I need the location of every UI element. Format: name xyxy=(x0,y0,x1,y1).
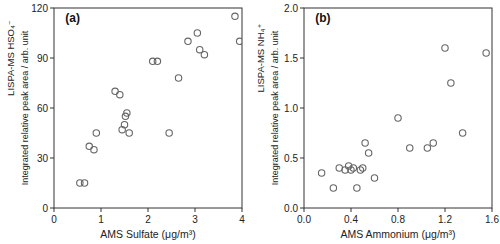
scatter-point xyxy=(442,45,448,51)
scatter-point xyxy=(330,185,336,191)
y-tick-label: 0 xyxy=(42,203,48,214)
x-tick-label: 1.6 xyxy=(485,214,499,225)
x-tick-label: 4 xyxy=(239,214,245,225)
panel: 0.0 0.4 0.8 1.2 1.6 0.0 0.5 1.0 1.5 2.0 AMS Ammoni… xyxy=(255,3,500,241)
scatter-point xyxy=(126,130,132,136)
x-tick-label: 0.4 xyxy=(344,214,358,225)
scatter-point xyxy=(407,145,413,151)
plot-frame xyxy=(304,8,492,208)
chart-root: 0 1 2 3 4 0 30 60 90 120 AMS Sulfate (μg/m³) Integr… xyxy=(0,0,500,244)
scatter-point xyxy=(448,80,454,86)
scatter-point xyxy=(371,175,377,181)
scatter-point xyxy=(154,58,160,64)
x-tick xyxy=(242,208,243,212)
scatter-point xyxy=(232,13,238,19)
y-tick-label: 1.5 xyxy=(284,53,298,64)
y-tick-label: 1.0 xyxy=(284,103,298,114)
y-axis-label: Integrated relative peak area / arb. uni… xyxy=(270,30,280,185)
scatter-point xyxy=(185,38,191,44)
y-tick xyxy=(300,58,304,59)
scatter-point xyxy=(194,30,200,36)
scatter-point xyxy=(166,130,172,136)
y-tick xyxy=(300,8,304,9)
scatter-point xyxy=(395,115,401,121)
x-tick xyxy=(148,208,149,212)
y-tick xyxy=(50,108,54,109)
panel: 0 1 2 3 4 0 30 60 90 120 AMS Sulfate (μg/m³) Integr… xyxy=(5,3,246,241)
scatter-point xyxy=(201,51,207,57)
y-tick-label: 120 xyxy=(31,3,48,14)
y-tick-label: 90 xyxy=(37,53,49,64)
y-tick xyxy=(300,158,304,159)
x-tick xyxy=(398,208,399,212)
points xyxy=(318,45,489,191)
scatter-point xyxy=(354,185,360,191)
scatter-point xyxy=(91,146,97,152)
scatter-point xyxy=(360,165,366,171)
scatter-point xyxy=(350,165,356,171)
x-tick-label: 0 xyxy=(51,214,57,225)
x-axis-label: AMS Ammonium (μg/m³) xyxy=(340,228,455,240)
scatter-point xyxy=(121,121,127,127)
scatter-point xyxy=(236,38,242,44)
y-tick-label: 30 xyxy=(37,153,49,164)
y-tick-label: 60 xyxy=(37,103,49,114)
scatter-point xyxy=(483,50,489,56)
scatter-point xyxy=(362,140,368,146)
scatter-point xyxy=(93,130,99,136)
y-tick xyxy=(300,208,304,209)
x-tick xyxy=(304,208,305,212)
y-tick-label: 0.0 xyxy=(284,203,298,214)
x-tick-label: 1 xyxy=(98,214,104,225)
scatter-point xyxy=(365,150,371,156)
y-tick xyxy=(50,158,54,159)
y-tick xyxy=(50,58,54,59)
y-axis-species-label: LISPA-MS HSO₄⁻ xyxy=(5,20,16,96)
y-axis-species-label: LISPA-MS NH₄⁺ xyxy=(255,24,266,93)
y-axis-label: Integrated relative peak area / arb. uni… xyxy=(20,30,30,185)
y-tick xyxy=(50,8,54,9)
plot-frame xyxy=(54,8,242,208)
scatter-point xyxy=(124,110,130,116)
y-tick xyxy=(300,108,304,109)
scatter-point xyxy=(117,91,123,97)
y-tick-label: 0.5 xyxy=(284,153,298,164)
scatter-point xyxy=(430,140,436,146)
panel-label: (a) xyxy=(65,11,80,25)
points xyxy=(77,13,242,186)
scatter-point xyxy=(81,180,87,186)
scatter-point xyxy=(175,75,181,81)
scatter-point xyxy=(424,145,430,151)
y-tick-label: 2.0 xyxy=(284,3,298,14)
scatter-point xyxy=(318,170,324,176)
x-tick-label: 1.2 xyxy=(438,214,452,225)
x-tick-label: 3 xyxy=(192,214,198,225)
x-tick-label: 0.8 xyxy=(391,214,405,225)
x-tick xyxy=(101,208,102,212)
x-tick-label: 0.0 xyxy=(297,214,311,225)
panel-label: (b) xyxy=(315,11,330,25)
x-tick xyxy=(195,208,196,212)
x-tick xyxy=(54,208,55,212)
scatter-point xyxy=(459,130,465,136)
x-tick xyxy=(492,208,493,212)
x-tick xyxy=(445,208,446,212)
x-tick-label: 2 xyxy=(145,214,151,225)
x-tick xyxy=(351,208,352,212)
x-axis-label: AMS Sulfate (μg/m³) xyxy=(100,228,195,240)
y-tick xyxy=(50,208,54,209)
